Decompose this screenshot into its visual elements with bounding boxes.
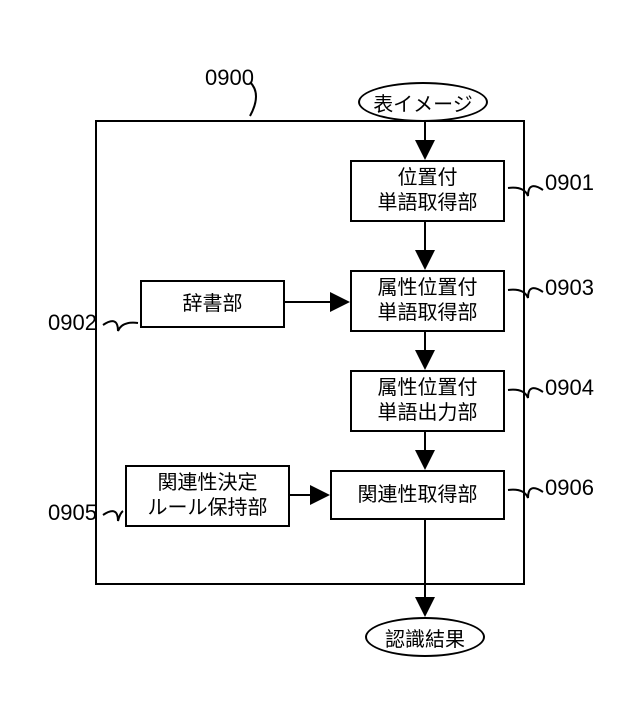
node-0901: 位置付 単語取得部 (350, 160, 505, 222)
node-output-label: 認識結果 (385, 623, 465, 652)
node-output: 認識結果 (365, 617, 485, 657)
ref-0905: 0905 (48, 500, 97, 526)
node-input-label: 表イメージ (373, 88, 473, 117)
node-0901-l1: 位置付 (398, 166, 458, 191)
node-0902-l1: 辞書部 (183, 292, 243, 317)
node-0905: 関連性決定 ルール保持部 (125, 465, 290, 527)
ref-0904: 0904 (545, 375, 594, 401)
node-0906-l1: 関連性取得部 (358, 483, 478, 508)
node-0905-l1: 関連性決定 (158, 471, 258, 496)
ref-0900: 0900 (205, 65, 254, 91)
node-input: 表イメージ (358, 82, 488, 122)
ref-0903: 0903 (545, 275, 594, 301)
ref-0906: 0906 (545, 475, 594, 501)
node-0903-l1: 属性位置付 (378, 276, 478, 301)
ref-0902: 0902 (48, 310, 97, 336)
node-0902: 辞書部 (140, 280, 285, 328)
ref-0901: 0901 (545, 170, 594, 196)
node-0904-l1: 属性位置付 (378, 376, 478, 401)
node-0903: 属性位置付 単語取得部 (350, 270, 505, 332)
node-0903-l2: 単語取得部 (378, 301, 478, 326)
node-0904: 属性位置付 単語出力部 (350, 370, 505, 432)
node-0901-l2: 単語取得部 (378, 191, 478, 216)
node-0906: 関連性取得部 (330, 470, 505, 520)
node-0904-l2: 単語出力部 (378, 401, 478, 426)
node-0905-l2: ルール保持部 (148, 496, 268, 521)
diagram-canvas: 0900 表イメージ 位置付 単語取得部 0901 辞書部 0902 属性位置付… (0, 0, 640, 716)
